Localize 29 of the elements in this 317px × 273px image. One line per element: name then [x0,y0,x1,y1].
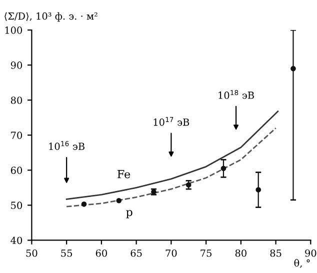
point [290,66,296,72]
y-tick-label: 60 [10,166,22,174]
x-tick-label: 65 [130,249,142,257]
x-tick-label: 50 [26,249,38,257]
x-tick-label: 90 [305,249,316,257]
annotation: 10$^{17}$ эВ [154,117,190,126]
y-tick-label: 70 [11,132,22,139]
point [186,182,192,188]
x-tick-label: 85 [270,249,282,257]
x-axis-title: θ, ° [294,259,310,268]
x-tick-label: 80 [235,249,246,257]
y-tick-label: 50 [11,202,22,210]
y-tick-label: 90 [10,62,22,69]
y-tick-label: 100 [5,26,22,34]
point [256,187,262,192]
y-tick-label: 40 [10,236,22,244]
annotation: 10$^{18}$ эВ [218,90,254,99]
x-tick-label: 60 [96,249,107,257]
annotation: 10$^{16}$ эВ [49,141,84,150]
point [81,201,87,207]
x-tick-label: 70 [166,249,177,257]
y-axis-title: ⟨Σ/D⟩, 10³ ф. э. · м² [4,12,98,22]
point [116,198,122,204]
point [220,166,226,172]
x-tick-label: 55 [61,250,72,257]
series-label: Fe [118,170,130,178]
y-tick-label: 80 [10,96,22,104]
x-tick-label: 75 [200,250,212,257]
series-label: p [126,210,132,218]
